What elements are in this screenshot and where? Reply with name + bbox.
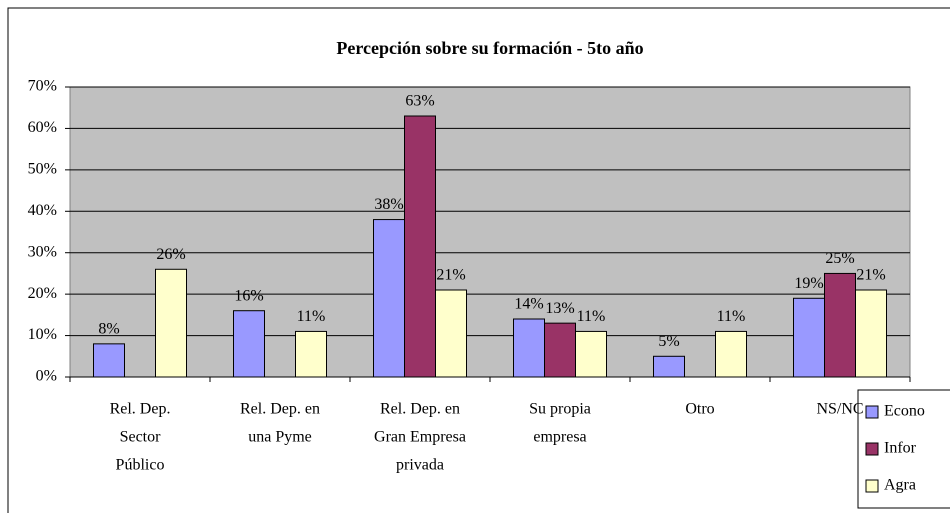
value-label: 19% <box>794 275 823 292</box>
bar <box>435 289 467 378</box>
x-tick-label: una Pyme <box>248 429 312 446</box>
legend-label: Infor <box>884 440 917 457</box>
x-tick-label: Gran Empresa <box>374 429 466 446</box>
chart-title: Percepción sobre su formación - 5to año <box>336 38 643 58</box>
bar <box>653 355 685 378</box>
x-tick-label: Su propia <box>529 401 591 418</box>
value-label: 21% <box>856 267 885 284</box>
x-tick-label: Rel. Dep. en <box>240 401 320 418</box>
bar <box>544 322 576 378</box>
y-tick-label: 10% <box>28 326 57 343</box>
x-tick-label: Otro <box>685 401 714 418</box>
value-label: 38% <box>374 196 403 213</box>
value-label: 14% <box>514 296 543 313</box>
y-tick-label: 70% <box>28 78 57 95</box>
bar <box>373 219 405 378</box>
legend-swatch <box>865 479 879 493</box>
value-label: 11% <box>577 308 606 325</box>
bar <box>93 343 125 378</box>
legend-swatch <box>865 442 879 456</box>
x-tick-label: Rel. Dep. <box>110 401 171 418</box>
y-tick-label: 0% <box>36 368 57 385</box>
bar <box>715 330 747 378</box>
x-tick-label: empresa <box>533 429 586 446</box>
value-label: 11% <box>717 308 746 325</box>
x-tick-label: Rel. Dep. en <box>380 401 460 418</box>
y-tick-label: 40% <box>28 202 57 219</box>
plot-area <box>69 86 911 378</box>
value-label: 26% <box>156 246 185 263</box>
bar <box>793 297 825 378</box>
x-tick-label: NS/NC <box>816 401 863 418</box>
x-tick-label: privada <box>396 457 444 474</box>
bar <box>155 268 187 378</box>
bar <box>513 318 545 378</box>
value-label: 16% <box>234 287 263 304</box>
legend-label: Econo <box>884 403 925 420</box>
x-tick-label: Público <box>116 457 165 474</box>
bar <box>855 289 887 378</box>
y-tick-label: 20% <box>28 285 57 302</box>
bar <box>404 115 436 378</box>
value-label: 11% <box>297 308 326 325</box>
value-label: 25% <box>825 250 854 267</box>
legend-label: Agra <box>884 477 916 494</box>
legend-swatch <box>865 405 879 419</box>
value-label: 8% <box>98 321 119 338</box>
y-tick-label: 60% <box>28 119 57 136</box>
bar <box>233 310 265 378</box>
value-label: 13% <box>545 300 574 317</box>
bar <box>824 272 856 378</box>
value-label: 21% <box>436 267 465 284</box>
bar <box>575 330 607 378</box>
y-tick-label: 50% <box>28 161 57 178</box>
value-label: 63% <box>405 93 434 110</box>
value-label: 5% <box>658 333 679 350</box>
y-tick-label: 30% <box>28 243 57 260</box>
x-tick-label: Sector <box>120 429 162 446</box>
bar <box>295 330 327 378</box>
